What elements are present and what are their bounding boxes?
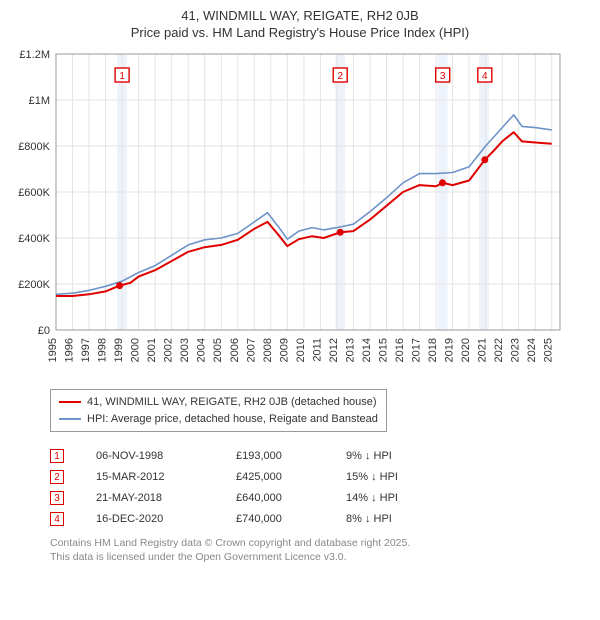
chart-subtitle: Price paid vs. HM Land Registry's House … xyxy=(10,25,590,40)
footer-line2: This data is licensed under the Open Gov… xyxy=(50,551,347,563)
sale-price: £640,000 xyxy=(236,488,346,509)
svg-text:2013: 2013 xyxy=(344,338,356,362)
line-chart: £0 £200K £400K £600K £800K £1M £1.2M 1995 1996 19… xyxy=(10,48,570,378)
sale-price: £740,000 xyxy=(236,509,346,530)
legend-row-hpi: HPI: Average price, detached house, Reig… xyxy=(59,411,378,428)
svg-text:3: 3 xyxy=(440,71,446,82)
sale-row: 2 15-MAR-2012£425,00015% ↓ HPI xyxy=(50,467,590,488)
sale-row: 3 21-MAY-2018£640,00014% ↓ HPI xyxy=(50,488,590,509)
sale-delta: 9% ↓ HPI xyxy=(346,446,446,467)
legend-swatch-property xyxy=(59,401,81,403)
legend-label-hpi: HPI: Average price, detached house, Reig… xyxy=(87,411,378,428)
svg-text:1999: 1999 xyxy=(113,338,125,362)
svg-text:2000: 2000 xyxy=(130,338,142,362)
sale-delta: 14% ↓ HPI xyxy=(346,488,446,509)
svg-text:1995: 1995 xyxy=(47,338,59,362)
svg-text:2004: 2004 xyxy=(196,338,208,362)
sale-marker: 4 xyxy=(50,512,64,526)
svg-text:2022: 2022 xyxy=(493,338,505,362)
sale-row: 1 06-NOV-1998£193,0009% ↓ HPI xyxy=(50,446,590,467)
sale-row: 4 16-DEC-2020£740,0008% ↓ HPI xyxy=(50,509,590,530)
footer-attribution: Contains HM Land Registry data © Crown c… xyxy=(50,536,590,564)
svg-text:2008: 2008 xyxy=(262,338,274,362)
sale-marker: 1 xyxy=(50,449,64,463)
chart-area: £0 £200K £400K £600K £800K £1M £1.2M 1995 1996 19… xyxy=(10,48,590,381)
sale-date: 15-MAR-2012 xyxy=(96,467,236,488)
svg-text:£1.2M: £1.2M xyxy=(19,49,50,61)
svg-text:2012: 2012 xyxy=(328,338,340,362)
svg-text:2006: 2006 xyxy=(229,338,241,362)
svg-text:2019: 2019 xyxy=(444,338,456,362)
svg-text:2025: 2025 xyxy=(543,338,555,362)
sale-marker: 2 xyxy=(50,470,64,484)
svg-text:2005: 2005 xyxy=(212,338,224,362)
svg-text:2020: 2020 xyxy=(460,338,472,362)
svg-text:4: 4 xyxy=(482,71,488,82)
svg-text:2018: 2018 xyxy=(427,338,439,362)
sale-price: £193,000 xyxy=(236,446,346,467)
sale-delta: 15% ↓ HPI xyxy=(346,467,446,488)
svg-text:2016: 2016 xyxy=(394,338,406,362)
svg-text:2023: 2023 xyxy=(510,338,522,362)
svg-text:2002: 2002 xyxy=(163,338,175,362)
svg-text:2: 2 xyxy=(337,71,343,82)
legend-swatch-hpi xyxy=(59,418,81,420)
svg-text:2001: 2001 xyxy=(146,338,158,362)
svg-text:2024: 2024 xyxy=(526,338,538,362)
svg-text:1: 1 xyxy=(119,71,125,82)
svg-text:1996: 1996 xyxy=(64,338,76,362)
svg-text:£200K: £200K xyxy=(18,279,50,291)
svg-text:2003: 2003 xyxy=(179,338,191,362)
sale-marker: 3 xyxy=(50,491,64,505)
svg-text:2017: 2017 xyxy=(411,338,423,362)
svg-text:£800K: £800K xyxy=(18,141,50,153)
svg-text:2014: 2014 xyxy=(361,338,373,362)
sale-date: 06-NOV-1998 xyxy=(96,446,236,467)
svg-text:2011: 2011 xyxy=(311,338,323,362)
sale-price: £425,000 xyxy=(236,467,346,488)
svg-text:2009: 2009 xyxy=(278,338,290,362)
svg-text:2015: 2015 xyxy=(377,338,389,362)
svg-text:1997: 1997 xyxy=(80,338,92,362)
svg-text:£600K: £600K xyxy=(18,187,50,199)
footer-line1: Contains HM Land Registry data © Crown c… xyxy=(50,537,410,549)
svg-text:2021: 2021 xyxy=(477,338,489,362)
svg-text:2010: 2010 xyxy=(295,338,307,362)
svg-text:1998: 1998 xyxy=(97,338,109,362)
sale-date: 16-DEC-2020 xyxy=(96,509,236,530)
legend-row-property: 41, WINDMILL WAY, REIGATE, RH2 0JB (deta… xyxy=(59,394,378,411)
sale-delta: 8% ↓ HPI xyxy=(346,509,446,530)
chart-title: 41, WINDMILL WAY, REIGATE, RH2 0JB xyxy=(10,8,590,23)
svg-text:£1M: £1M xyxy=(29,95,50,107)
sale-date: 21-MAY-2018 xyxy=(96,488,236,509)
legend: 41, WINDMILL WAY, REIGATE, RH2 0JB (deta… xyxy=(50,389,387,432)
svg-text:£0: £0 xyxy=(38,325,50,337)
sales-table: 1 06-NOV-1998£193,0009% ↓ HPI 2 15-MAR-2012… xyxy=(50,446,590,530)
svg-text:£400K: £400K xyxy=(18,233,50,245)
legend-label-property: 41, WINDMILL WAY, REIGATE, RH2 0JB (deta… xyxy=(87,394,377,411)
svg-text:2007: 2007 xyxy=(245,338,257,362)
